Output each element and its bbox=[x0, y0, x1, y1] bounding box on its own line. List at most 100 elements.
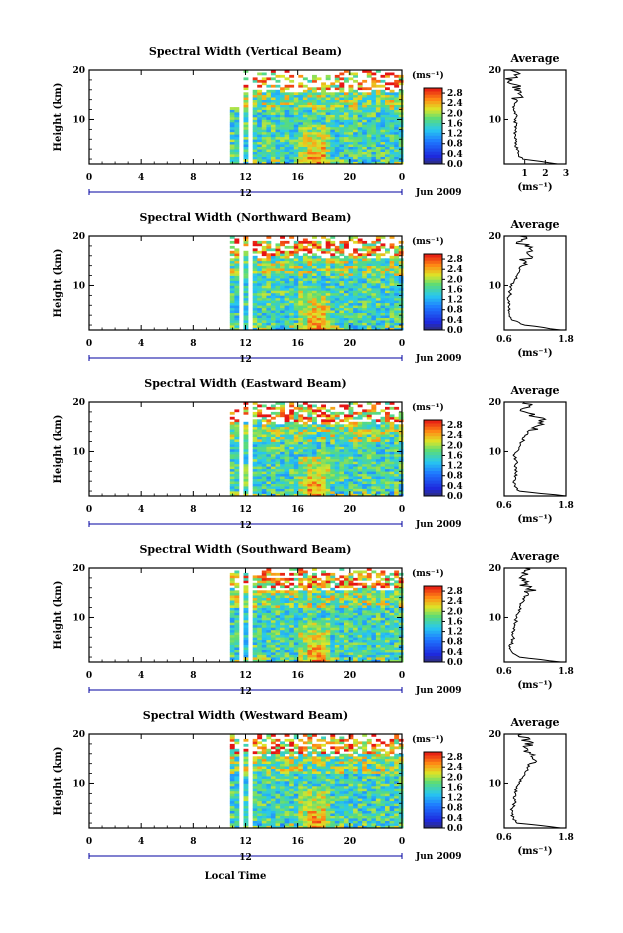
heatmap-cell bbox=[271, 73, 276, 76]
heatmap-cell bbox=[289, 484, 294, 487]
heatmap-cell bbox=[358, 303, 363, 306]
heatmap-cell bbox=[317, 437, 322, 440]
heatmap-cell bbox=[321, 127, 326, 130]
heatmap-cell bbox=[307, 434, 312, 437]
heatmap-cell bbox=[344, 305, 349, 308]
average-x-label: (ms⁻¹) bbox=[517, 182, 552, 193]
avg-y-tick-label: 10 bbox=[488, 447, 501, 457]
heatmap-cell bbox=[339, 92, 344, 95]
heatmap-cell bbox=[303, 417, 308, 420]
heatmap-cell bbox=[285, 424, 290, 427]
heatmap-cell bbox=[257, 313, 262, 316]
heatmap-cell bbox=[385, 115, 390, 118]
heatmap-cell bbox=[285, 449, 290, 452]
heatmap-cell bbox=[307, 276, 312, 279]
colorbar-swatch bbox=[424, 273, 442, 277]
heatmap-cell bbox=[317, 95, 322, 98]
heatmap-cell bbox=[298, 246, 303, 249]
heatmap-cell bbox=[335, 107, 340, 110]
heatmap-cell bbox=[257, 484, 262, 487]
heatmap-cell bbox=[317, 613, 322, 616]
heatmap-cell bbox=[321, 95, 326, 98]
heatmap-cell bbox=[367, 452, 372, 455]
heatmap-cell bbox=[244, 315, 249, 318]
heatmap-cell bbox=[253, 434, 258, 437]
heatmap-cell bbox=[376, 117, 381, 120]
heatmap-cell bbox=[276, 283, 281, 286]
heatmap-cell bbox=[253, 288, 258, 291]
heatmap-cell bbox=[399, 110, 404, 113]
heatmap-cell bbox=[289, 452, 294, 455]
heatmap-cell bbox=[262, 405, 267, 408]
heatmap-cell bbox=[298, 409, 303, 412]
heatmap-cell bbox=[344, 243, 349, 246]
heatmap-cell bbox=[253, 258, 258, 261]
heatmap-cell bbox=[339, 466, 344, 469]
heatmap-cell bbox=[399, 424, 404, 427]
heatmap-cell bbox=[257, 598, 262, 601]
heatmap-cell bbox=[257, 320, 262, 323]
heatmap-cell bbox=[266, 117, 271, 120]
heatmap-cell bbox=[349, 414, 354, 417]
heatmap-cell bbox=[362, 456, 367, 459]
heatmap-cell bbox=[244, 622, 249, 625]
heatmap-cell bbox=[362, 278, 367, 281]
heatmap-cell bbox=[399, 417, 404, 420]
heatmap-cell bbox=[244, 655, 249, 658]
heatmap-cell bbox=[312, 583, 317, 586]
heatmap-cell bbox=[307, 476, 312, 479]
avg-x-tick-label: 0.6 bbox=[496, 501, 512, 511]
heatmap-cell bbox=[349, 107, 354, 110]
heatmap-cell bbox=[330, 632, 335, 635]
heatmap-cell bbox=[339, 152, 344, 155]
heatmap-cell bbox=[307, 87, 312, 90]
heatmap-cell bbox=[253, 268, 258, 271]
heatmap-cell bbox=[234, 110, 239, 113]
heatmap-cell bbox=[266, 454, 271, 457]
heatmap-cell bbox=[276, 243, 281, 246]
heatmap-cell bbox=[326, 652, 331, 655]
heatmap-cell bbox=[390, 139, 395, 142]
heatmap-cell bbox=[312, 271, 317, 274]
heatmap-cell bbox=[307, 650, 312, 653]
heatmap-cell bbox=[303, 286, 308, 289]
heatmap-cell bbox=[362, 642, 367, 645]
heatmap-cell bbox=[294, 241, 299, 244]
heatmap-cell bbox=[234, 615, 239, 618]
heatmap-cell bbox=[289, 642, 294, 645]
heatmap-cell bbox=[294, 422, 299, 425]
heatmap-cell bbox=[285, 598, 290, 601]
heatmap-cell bbox=[312, 273, 317, 276]
heatmap-cell bbox=[399, 432, 404, 435]
heatmap-cell bbox=[294, 124, 299, 127]
heatmap-cell bbox=[367, 271, 372, 274]
heatmap-cell bbox=[385, 92, 390, 95]
heatmap-cell bbox=[399, 454, 404, 457]
heatmap-cell bbox=[253, 273, 258, 276]
heatmap-cell bbox=[367, 588, 372, 591]
heatmap-cell bbox=[276, 429, 281, 432]
heatmap-cell bbox=[312, 318, 317, 321]
heatmap-cell bbox=[385, 484, 390, 487]
heatmap-cell bbox=[294, 300, 299, 303]
heatmap-cell bbox=[303, 620, 308, 623]
heatmap-cell bbox=[307, 286, 312, 289]
heatmap-cell bbox=[294, 615, 299, 618]
heatmap-cell bbox=[326, 261, 331, 264]
heatmap-cell bbox=[285, 447, 290, 450]
heatmap-cell bbox=[307, 429, 312, 432]
heatmap-cell bbox=[303, 85, 308, 88]
heatmap-cell bbox=[335, 466, 340, 469]
heatmap-cell bbox=[376, 427, 381, 430]
heatmap-cell bbox=[253, 583, 258, 586]
heatmap-cell bbox=[367, 595, 372, 598]
heatmap-cell bbox=[289, 266, 294, 269]
heatmap-cell bbox=[353, 95, 358, 98]
heatmap-cell bbox=[312, 100, 317, 103]
heatmap-cell bbox=[234, 320, 239, 323]
heatmap-cell bbox=[276, 424, 281, 427]
heatmap-cell bbox=[298, 608, 303, 611]
heatmap-cell bbox=[358, 632, 363, 635]
heatmap-cell bbox=[326, 159, 331, 162]
heatmap-cell bbox=[381, 471, 386, 474]
